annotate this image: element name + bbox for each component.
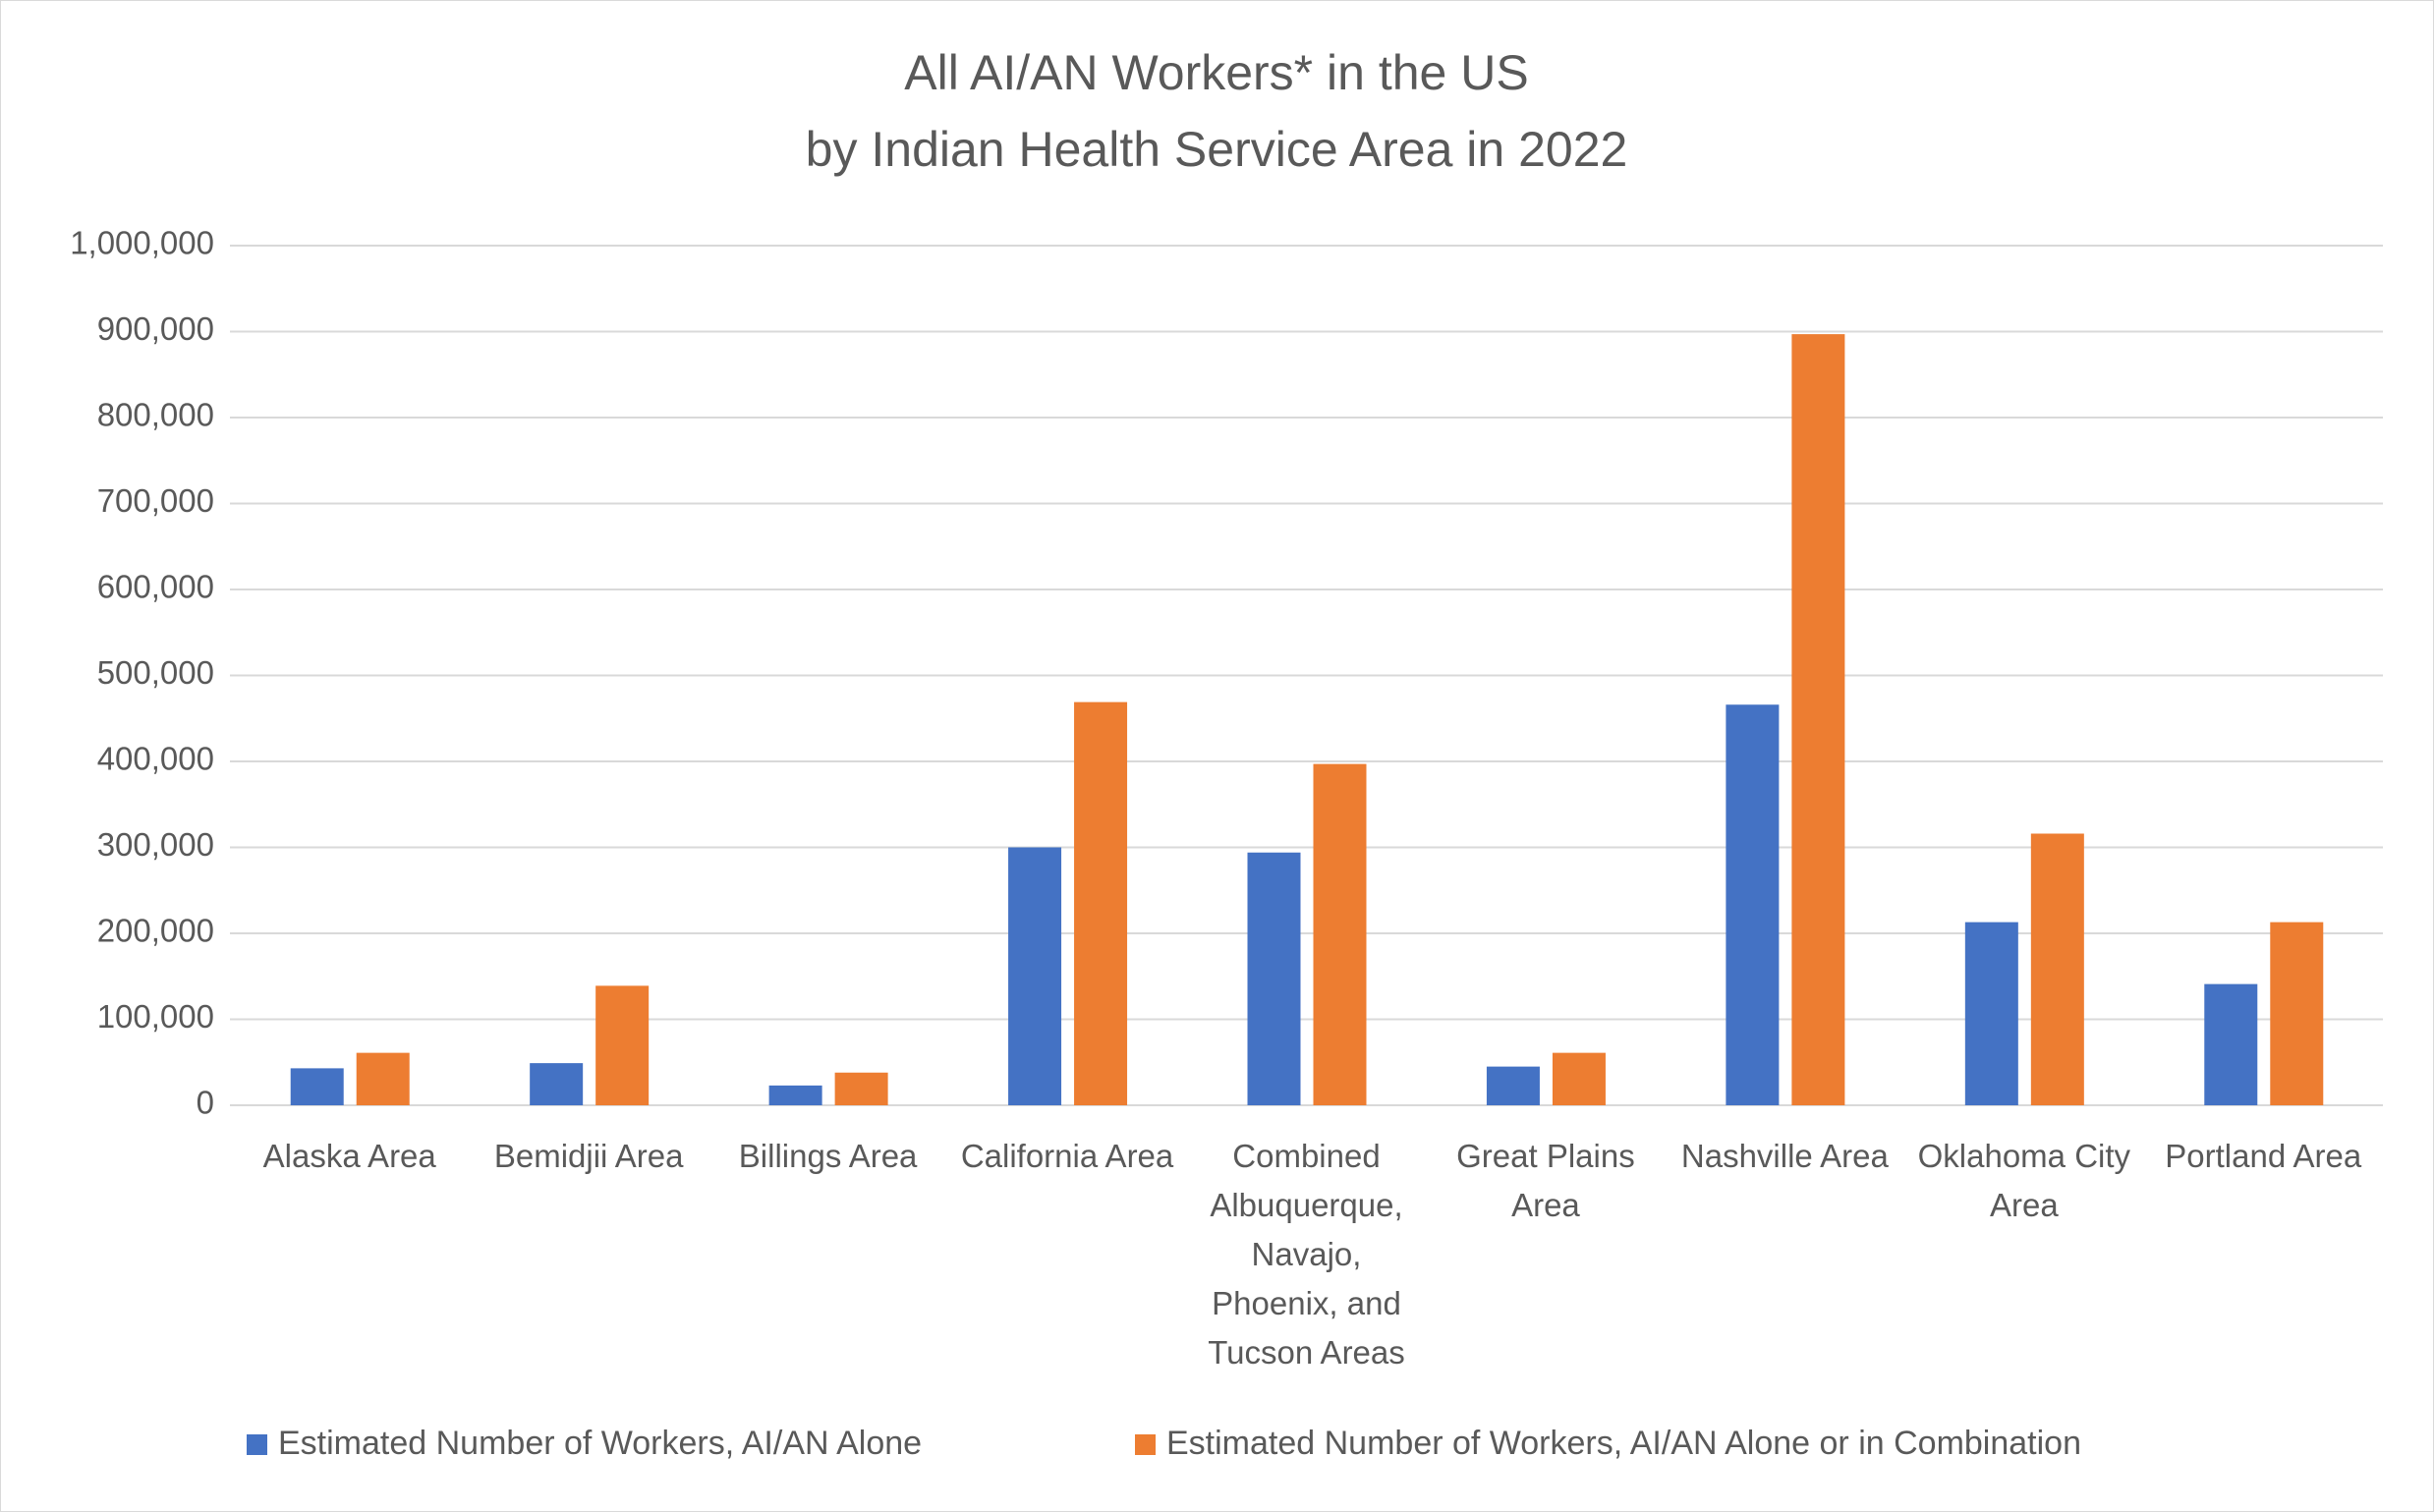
chart-title: All AI/AN Workers* in the US (904, 45, 1528, 100)
x-tick-label: Nashville Area (1680, 1138, 1889, 1174)
x-tick-label: Bemidjii Area (493, 1138, 684, 1174)
bar (1074, 701, 1128, 1105)
x-tick-label: Billings Area (738, 1138, 918, 1174)
bar (1791, 334, 1845, 1105)
legend-label: Estimated Number of Workers, AI/AN Alone… (1166, 1425, 2081, 1462)
x-tick-label: Oklahoma City Area (1917, 1138, 2131, 1223)
legend-label: Estimated Number of Workers, AI/AN Alone (278, 1425, 922, 1462)
bar (1726, 704, 1780, 1105)
y-tick-label: 300,000 (97, 826, 214, 863)
y-tick-label: 500,000 (97, 654, 214, 691)
y-tick-label: 900,000 (97, 310, 214, 347)
x-tick-label: Combined Albuquerque, Navajo, Phoenix, a… (1208, 1138, 1405, 1371)
x-tick-label: Alaska Area (262, 1138, 436, 1174)
x-tick-label: California Area (960, 1138, 1174, 1174)
bar (1552, 1052, 1606, 1105)
bar (530, 1063, 584, 1105)
x-tick-label: Great Plains Area (1456, 1138, 1635, 1223)
y-tick-label: 600,000 (97, 569, 214, 605)
bar (356, 1052, 410, 1105)
y-tick-label: 0 (197, 1085, 214, 1121)
y-tick-label: 400,000 (97, 741, 214, 777)
bar (1313, 763, 1367, 1105)
bar (1486, 1066, 1540, 1105)
legend-swatch (1135, 1434, 1156, 1455)
legend-swatch (247, 1434, 267, 1455)
y-tick-label: 800,000 (97, 397, 214, 433)
bar (2270, 922, 2324, 1105)
y-tick-label: 100,000 (97, 998, 214, 1035)
bar (834, 1072, 888, 1105)
bar (1008, 847, 1062, 1105)
y-tick-label: 200,000 (97, 913, 214, 949)
bar (290, 1068, 344, 1105)
x-tick-label: Portland Area (2165, 1138, 2362, 1174)
bar (1247, 852, 1301, 1105)
y-tick-label: 700,000 (97, 482, 214, 519)
y-tick-label: 1,000,000 (70, 225, 214, 261)
chart-title: by Indian Health Service Area in 2022 (806, 122, 1628, 177)
bar (1964, 922, 2018, 1105)
bar (2204, 983, 2258, 1105)
bar (2030, 833, 2084, 1105)
bar (595, 985, 650, 1105)
bar (768, 1085, 822, 1105)
